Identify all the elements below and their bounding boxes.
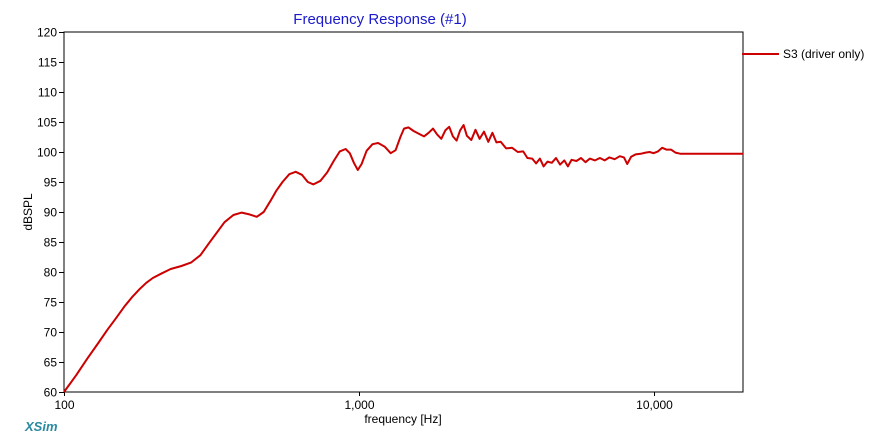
x-tick-label: 100 bbox=[54, 398, 74, 412]
y-tick-label: 70 bbox=[44, 326, 58, 340]
x-tick-label: 10,000 bbox=[636, 398, 673, 412]
y-tick-label: 120 bbox=[37, 26, 57, 40]
series-layer bbox=[63, 124, 743, 393]
legend-label-s3: S3 (driver only) bbox=[783, 47, 864, 61]
y-tick-label: 115 bbox=[38, 56, 57, 70]
series-line-s3 bbox=[63, 124, 743, 393]
y-tick-label: 90 bbox=[44, 206, 58, 220]
y-tick-label: 65 bbox=[44, 356, 58, 370]
y-tick-label: 75 bbox=[44, 296, 58, 310]
y-axis-label: dBSPL bbox=[21, 193, 35, 231]
y-tick-label: 100 bbox=[37, 146, 57, 160]
y-tick-label: 60 bbox=[44, 386, 58, 400]
x-tick-label: 1,000 bbox=[344, 398, 374, 412]
y-tick-label: 85 bbox=[44, 236, 58, 250]
y-tick-label: 80 bbox=[44, 266, 58, 280]
y-tick-label: 95 bbox=[44, 176, 58, 190]
x-axis-label: frequency [Hz] bbox=[364, 412, 441, 426]
chart-title: Frequency Response (#1) bbox=[293, 11, 466, 28]
xsim-logo: XSim bbox=[24, 419, 58, 434]
y-tick-label: 105 bbox=[37, 116, 57, 130]
legend: S3 (driver only) bbox=[742, 47, 864, 61]
plot-area bbox=[63, 31, 744, 393]
axis-layer: 60 65 70 75 80 85 90 95 100 105 110 115 120 100 1,000 1… bbox=[37, 26, 744, 412]
y-tick-label: 110 bbox=[38, 86, 57, 100]
